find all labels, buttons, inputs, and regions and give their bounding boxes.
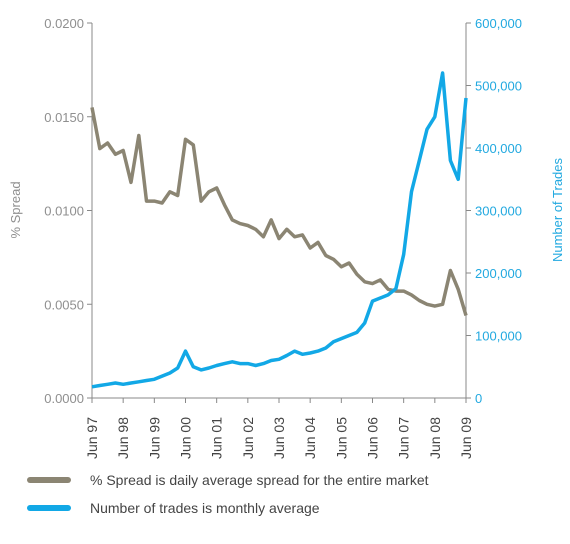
x-tick-label: Jun 09 bbox=[458, 417, 474, 459]
y2-tick-label: 600,000 bbox=[475, 16, 522, 31]
x-tick-label: Jun 00 bbox=[178, 417, 194, 459]
y2-tick-label: 0 bbox=[475, 391, 482, 406]
x-tick-label: Jun 06 bbox=[365, 417, 381, 459]
x-tick-label: Jun 99 bbox=[146, 417, 162, 459]
y-tick-label: 0.0200 bbox=[44, 16, 84, 31]
y2-tick-label: 200,000 bbox=[475, 266, 522, 281]
legend-label: % Spread is daily average spread for the… bbox=[90, 472, 429, 488]
y2-tick-label: 500,000 bbox=[475, 79, 522, 94]
y2-tick-label: 300,000 bbox=[475, 204, 522, 219]
y-tick-label: 0.0150 bbox=[44, 110, 84, 125]
x-tick-label: Jun 97 bbox=[84, 417, 100, 459]
y-tick-label: 0.0000 bbox=[44, 391, 84, 406]
x-tick-label: Jun 07 bbox=[396, 417, 412, 459]
y-tick-label: 0.0100 bbox=[44, 204, 84, 219]
y2-tick-label: 100,000 bbox=[475, 329, 522, 344]
x-tick-label: Jun 05 bbox=[333, 417, 349, 459]
series-line bbox=[91, 71, 468, 389]
x-tick-label: Jun 01 bbox=[209, 417, 225, 459]
x-tick-label: Jun 02 bbox=[240, 417, 256, 459]
x-tick-label: Jun 98 bbox=[115, 417, 131, 459]
x-tick-label: Jun 04 bbox=[302, 417, 318, 459]
x-tick-label: Jun 08 bbox=[427, 417, 443, 459]
x-tick-label: Jun 03 bbox=[271, 417, 287, 459]
y-axis-label: % Spread bbox=[8, 181, 23, 238]
y2-tick-label: 400,000 bbox=[475, 141, 522, 156]
series-line bbox=[90, 107, 468, 316]
legend-label: Number of trades is monthly average bbox=[90, 500, 320, 516]
y2-axis-label: Number of Trades bbox=[550, 157, 565, 262]
y-tick-label: 0.0050 bbox=[44, 297, 84, 312]
